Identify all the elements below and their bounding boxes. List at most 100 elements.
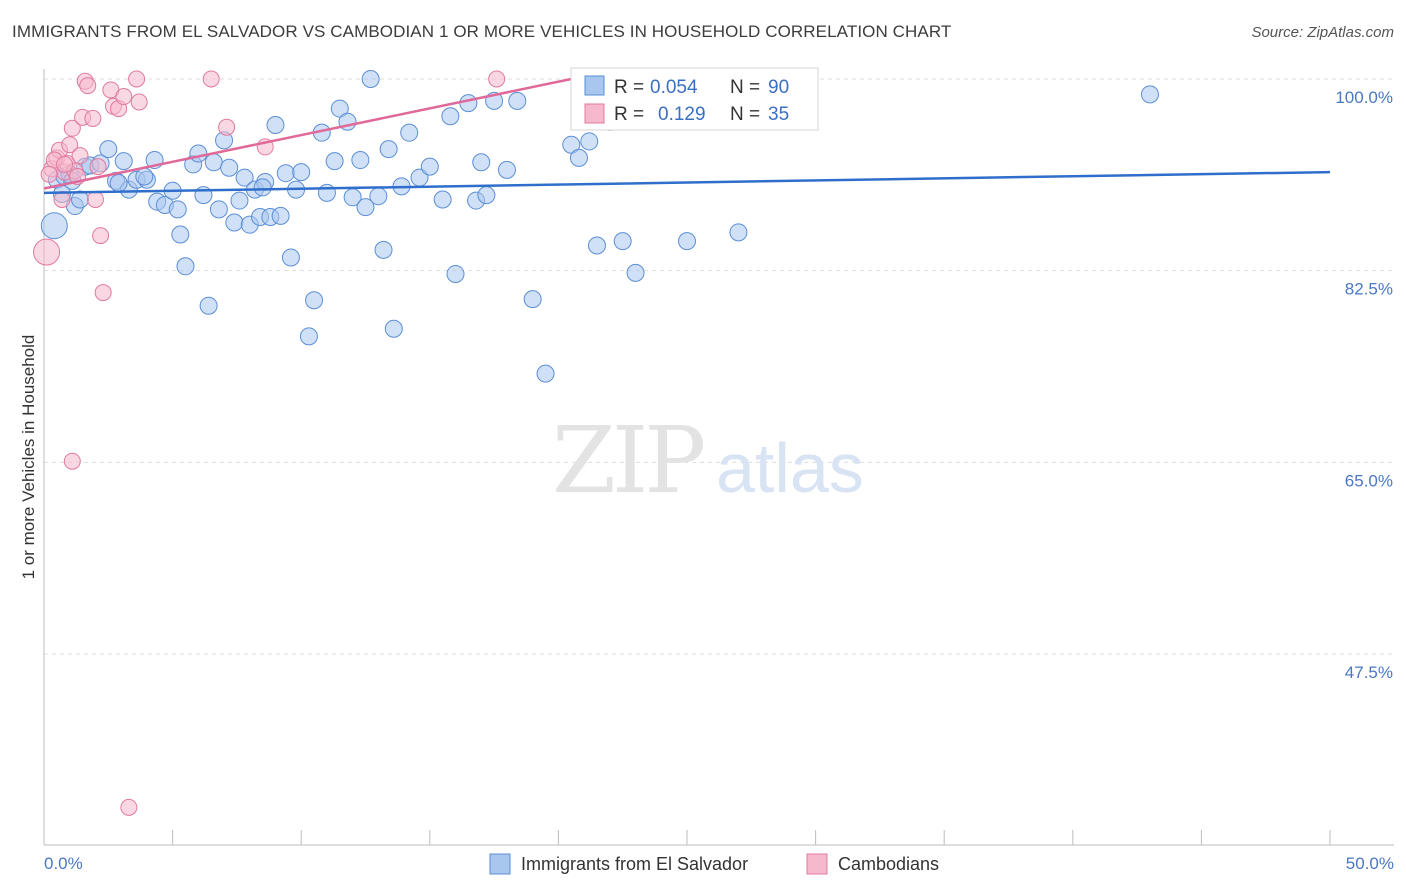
data-point-cambodians [92, 227, 110, 245]
data-point-el-salvador [536, 364, 555, 383]
chart-title: IMMIGRANTS FROM EL SALVADOR VS CAMBODIAN… [12, 22, 952, 41]
data-point-el-salvador [729, 223, 748, 242]
data-point-cambodians [115, 88, 133, 106]
data-point-cambodians [33, 238, 61, 266]
data-point-el-salvador [472, 153, 491, 172]
data-point-el-salvador [569, 148, 588, 167]
series-cambodians-points [33, 70, 506, 816]
y-tick-label: 100.0% [1335, 88, 1393, 107]
watermark: ZIP atlas [552, 407, 864, 514]
watermark-zip: ZIP [552, 407, 703, 514]
data-point-el-salvador [253, 178, 272, 197]
data-point-el-salvador [420, 157, 439, 176]
data-point-el-salvador [626, 263, 645, 282]
data-point-el-salvador [99, 140, 118, 159]
data-point-cambodians [61, 136, 79, 154]
data-point-cambodians [130, 93, 148, 111]
data-point-cambodians [488, 70, 506, 88]
bottom-legend-swatch-blue [489, 853, 511, 875]
data-point-el-salvador [204, 153, 223, 172]
data-point-el-salvador [299, 327, 318, 346]
legend-n-label-blue: N = [730, 77, 760, 98]
data-point-el-salvador [497, 160, 516, 179]
data-point-el-salvador [477, 186, 496, 205]
data-point-el-salvador [209, 200, 228, 219]
legend-n-label-pink: N = [730, 104, 760, 125]
data-point-el-salvador [369, 187, 388, 206]
stats-legend-box [570, 67, 819, 131]
stats-legend: R = 0.054 N = 90 R = 0.129 N = 35 [570, 67, 819, 131]
legend-r-label-blue: R = [614, 77, 644, 98]
y-tick-label: 65.0% [1345, 471, 1393, 490]
data-point-cambodians [86, 190, 104, 208]
y-tick-label: 82.5% [1345, 280, 1393, 299]
legend-n-value-blue: 90 [768, 77, 789, 98]
data-point-el-salvador [230, 191, 249, 210]
data-point-cambodians [94, 284, 112, 302]
data-point-el-salvador [580, 132, 599, 151]
data-point-el-salvador [587, 236, 606, 255]
data-point-el-salvador [523, 290, 542, 309]
data-point-el-salvador [361, 70, 380, 88]
data-point-el-salvador [441, 107, 460, 126]
data-point-el-salvador [199, 296, 218, 315]
data-point-el-salvador [330, 99, 349, 118]
data-point-el-salvador [281, 248, 300, 267]
data-point-el-salvador [400, 123, 419, 142]
data-point-el-salvador [1140, 85, 1159, 104]
watermark-atlas: atlas [716, 429, 864, 507]
data-point-cambodians [128, 70, 146, 88]
legend-swatch-blue [584, 75, 605, 96]
data-point-el-salvador [508, 91, 527, 110]
axes [43, 69, 1394, 846]
data-point-cambodians [56, 155, 74, 173]
y-tick-labels: 47.5% 65.0% 82.5% 100.0% [1335, 88, 1393, 682]
legend-r-value-pink: 0.129 [658, 104, 706, 125]
bottom-legend-swatch-pink [806, 853, 828, 875]
data-point-el-salvador [109, 174, 128, 193]
trend-line-cambodians [43, 77, 572, 190]
bottom-legend-label-blue: Immigrants from El Salvador [521, 854, 748, 874]
legend-swatch-pink [584, 103, 605, 124]
data-point-cambodians [120, 798, 138, 816]
data-point-cambodians [79, 77, 97, 95]
y-tick-label: 47.5% [1345, 663, 1393, 682]
data-point-cambodians [40, 165, 58, 183]
data-point-el-salvador [225, 213, 244, 232]
data-point-el-salvador [40, 212, 68, 240]
data-point-el-salvador [678, 232, 696, 251]
data-point-el-salvador [384, 319, 403, 338]
data-point-cambodians [84, 109, 102, 127]
trend-lines [43, 77, 1331, 195]
data-point-cambodians [63, 119, 81, 137]
bottom-legend-label-pink: Cambodians [838, 854, 939, 874]
data-point-el-salvador [235, 168, 254, 187]
trend-line-el-salvador [43, 170, 1331, 195]
data-point-el-salvador [276, 164, 295, 183]
y-axis-label: 1 or more Vehicles in Household [19, 335, 38, 580]
data-point-cambodians [71, 147, 89, 165]
data-point-el-salvador [114, 152, 133, 171]
data-point-cambodians [202, 70, 220, 88]
data-point-el-salvador [266, 116, 285, 134]
legend-r-value-blue: 0.054 [650, 77, 698, 98]
data-point-cambodians [89, 158, 107, 176]
data-point-el-salvador [168, 200, 187, 219]
grid-lines [44, 78, 1394, 655]
data-point-el-salvador [171, 225, 190, 244]
data-point-el-salvador [271, 206, 290, 225]
data-point-el-salvador [292, 163, 311, 182]
data-point-el-salvador [374, 240, 393, 259]
x-tick-label-max: 50.0% [1346, 854, 1394, 873]
data-point-el-salvador [446, 264, 465, 283]
data-point-el-salvador [135, 167, 154, 186]
x-ticks [43, 830, 1331, 845]
legend-r-label-pink: R = [614, 104, 644, 125]
data-point-el-salvador [379, 140, 398, 159]
data-point-el-salvador [189, 144, 208, 163]
x-tick-label-min: 0.0% [44, 854, 83, 873]
data-point-el-salvador [562, 135, 581, 154]
data-point-cambodians [218, 118, 236, 136]
data-point-el-salvador [325, 152, 344, 171]
